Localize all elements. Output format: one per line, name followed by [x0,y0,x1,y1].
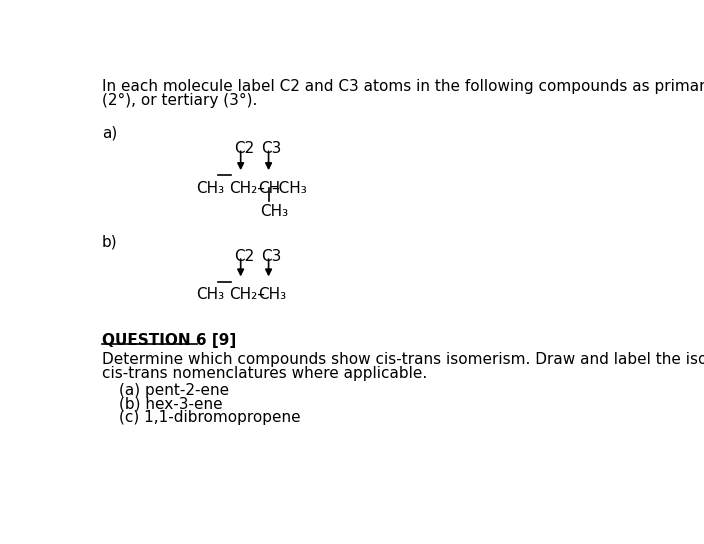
Text: CH₃: CH₃ [196,287,225,302]
Text: (2°), or tertiary (3°).: (2°), or tertiary (3°). [102,93,258,108]
Text: C2: C2 [234,249,254,263]
Text: In each molecule label C2 and C3 atoms in the following compounds as primary (1°: In each molecule label C2 and C3 atoms i… [102,79,704,94]
Text: (c) 1,1-dibromopropene: (c) 1,1-dibromopropene [119,410,301,425]
Text: C3: C3 [262,249,282,263]
Text: C3: C3 [262,141,282,156]
Text: cis-trans nomenclatures where applicable.: cis-trans nomenclatures where applicable… [102,366,427,381]
Text: CH: CH [258,181,281,196]
Text: CH₃: CH₃ [258,287,287,302]
Text: QUESTION 6 [9]: QUESTION 6 [9] [102,333,237,348]
Text: a): a) [102,125,117,140]
Text: b): b) [102,234,118,250]
Text: CH₂–: CH₂– [229,287,265,302]
Text: CH₃: CH₃ [260,204,288,219]
Text: CH₂–: CH₂– [229,181,265,196]
Text: CH₃: CH₃ [196,181,225,196]
Text: –CH₃: –CH₃ [272,181,308,196]
Text: C2: C2 [234,141,254,156]
Text: (a) pent-2-ene: (a) pent-2-ene [119,382,229,398]
Text: Determine which compounds show cis-trans isomerism. Draw and label the isomers, : Determine which compounds show cis-trans… [102,352,704,367]
Text: (b) hex-3-ene: (b) hex-3-ene [119,397,222,411]
